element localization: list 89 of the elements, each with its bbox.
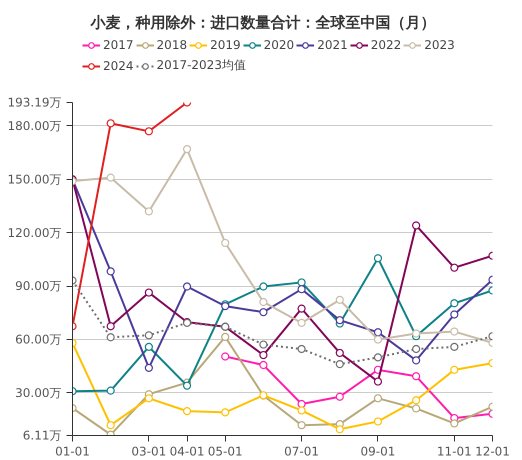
point [144, 207, 153, 216]
point [412, 344, 420, 354]
x-tick-label: 03-01 [131, 444, 166, 458]
point [450, 366, 458, 374]
chart-title: 小麦，种用除外：进口数量合计：全球至中国（月） [90, 14, 436, 32]
point [450, 299, 458, 308]
point [182, 145, 192, 154]
point [144, 394, 153, 402]
point [144, 342, 153, 351]
x-tick-label: 01-01 [55, 444, 90, 458]
legend-label: 2021 [317, 38, 348, 52]
y-tick-label: 60.00万 [15, 332, 62, 347]
point [374, 254, 382, 262]
point [297, 278, 306, 287]
y-tick-label: 90.00万 [15, 279, 62, 294]
y-tick-label: 150.00万 [8, 172, 62, 186]
point [106, 174, 115, 182]
point [336, 392, 344, 401]
point [297, 285, 306, 294]
legend-label: 2020 [264, 38, 294, 52]
y-tick-label: 120.00万 [8, 226, 62, 240]
point [297, 344, 306, 354]
point [450, 327, 458, 336]
x-tick-label: 11-01 [436, 444, 472, 458]
point [106, 333, 115, 342]
legend-label: 2022 [370, 38, 402, 52]
x-tick-label: 04-01 [170, 444, 204, 458]
point [221, 332, 230, 341]
point [182, 407, 192, 416]
x-tick-label: 07-01 [284, 444, 320, 458]
point [336, 296, 344, 304]
point [259, 340, 268, 349]
point [412, 221, 420, 230]
point [259, 360, 268, 370]
point [336, 348, 344, 358]
legend-label: 2019 [210, 38, 241, 52]
x-tick-label: 09-01 [360, 444, 396, 458]
point [221, 238, 230, 248]
point [106, 267, 115, 276]
point [374, 328, 382, 336]
legend-label: 2024 [103, 58, 134, 72]
point [259, 308, 268, 316]
point [336, 425, 344, 434]
point [450, 419, 458, 428]
point [297, 400, 306, 408]
point [374, 335, 382, 344]
point [106, 119, 115, 128]
point [336, 360, 344, 368]
point [182, 382, 192, 390]
legend-label: 2018 [156, 38, 188, 52]
legend-label: 2023 [424, 38, 455, 52]
point [297, 421, 306, 430]
y-tick-label: 180.00万 [8, 118, 62, 133]
point [374, 394, 382, 402]
point [297, 406, 306, 415]
point [412, 372, 420, 380]
point [450, 264, 458, 272]
legend-label: 2017 [103, 38, 134, 52]
point [144, 364, 153, 372]
point [297, 318, 306, 327]
point [450, 310, 458, 319]
legend-label: 2017-2023均值 [156, 57, 246, 74]
x-tick-label: 05-01 [208, 444, 243, 458]
x-tick-label: 12-01 [475, 444, 510, 458]
point [297, 304, 306, 313]
point [336, 316, 344, 324]
point [259, 282, 268, 291]
point [144, 331, 153, 340]
point [259, 350, 268, 360]
point [412, 329, 420, 338]
point [259, 298, 268, 306]
point [106, 386, 115, 395]
point [106, 322, 115, 330]
point [221, 352, 230, 361]
point [450, 342, 458, 351]
y-tick-label: 30.00万 [15, 386, 62, 400]
point [182, 282, 192, 291]
point [144, 127, 153, 136]
point [412, 396, 420, 404]
y-tick-label: 193.19万 [8, 96, 62, 110]
point [374, 417, 382, 426]
y-tick-label: 6.11万 [22, 428, 62, 442]
point [144, 288, 153, 297]
point [412, 356, 420, 364]
point [221, 408, 230, 416]
point [374, 353, 382, 362]
point [106, 421, 115, 430]
point [412, 404, 420, 413]
point [374, 377, 382, 386]
